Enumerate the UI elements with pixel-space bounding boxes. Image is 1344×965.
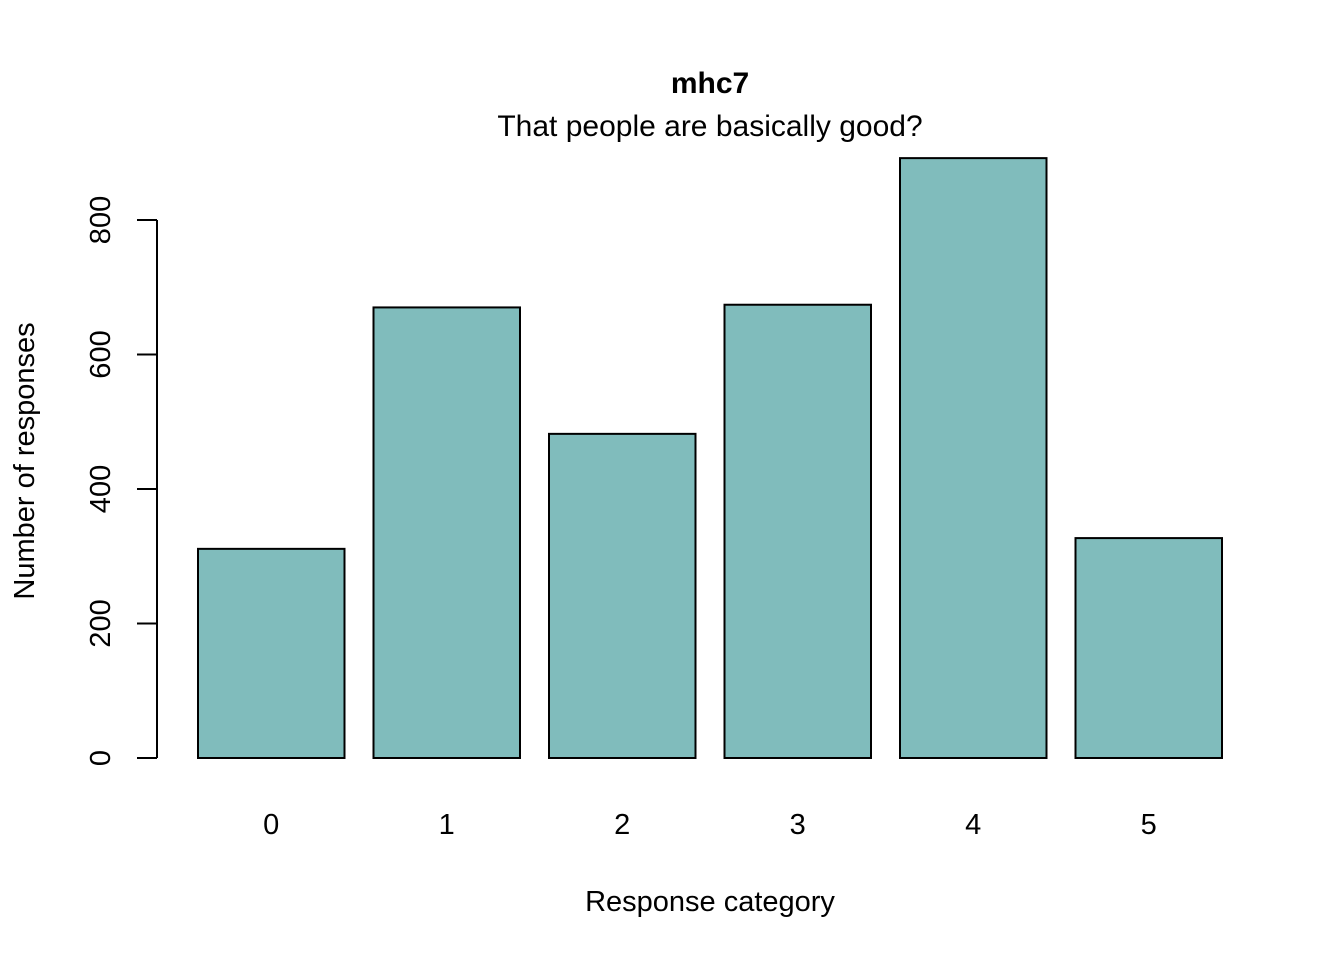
bar-category-5 — [1074, 537, 1223, 760]
x-tick-label: 4 — [965, 809, 981, 841]
bar-category-2 — [548, 432, 697, 759]
x-tick-label: 5 — [1141, 809, 1157, 841]
bar-category-4 — [899, 157, 1048, 759]
bar-category-3 — [723, 303, 872, 759]
bar-category-1 — [372, 306, 521, 759]
y-axis: 0 200 400 600 800 — [85, 196, 158, 766]
y-tick-label: 200 — [85, 599, 117, 647]
y-axis-label: Number of responses — [9, 322, 41, 599]
y-tick-label: 800 — [85, 196, 117, 244]
bar-category-0 — [197, 547, 346, 759]
bars-layer — [197, 157, 1223, 760]
x-axis-tick-labels: 0 1 2 3 4 5 — [263, 809, 1157, 841]
y-tick-label: 600 — [85, 330, 117, 378]
x-tick-label: 0 — [263, 809, 279, 841]
x-tick-label: 2 — [614, 809, 630, 841]
y-tick-label: 0 — [85, 750, 117, 766]
x-tick-label: 3 — [790, 809, 806, 841]
y-tick-label: 400 — [85, 465, 117, 513]
x-tick-label: 1 — [439, 809, 455, 841]
x-axis-label: Response category — [585, 886, 835, 918]
chart-title: mhc7 — [671, 67, 749, 100]
chart-subtitle: That people are basically good? — [497, 110, 922, 143]
